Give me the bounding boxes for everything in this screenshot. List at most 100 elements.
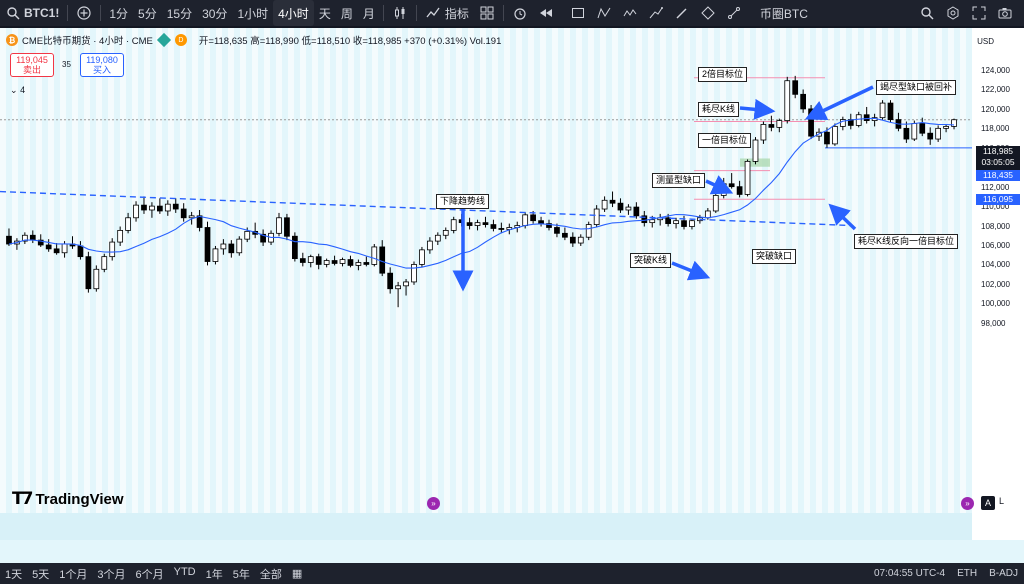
- alert-button[interactable]: [507, 0, 533, 26]
- compare-market-button[interactable]: 币圈BTC: [755, 0, 813, 26]
- session-stripe: [552, 28, 558, 513]
- candle-body: [546, 223, 552, 228]
- chart-pane[interactable]: ₿ CME比特币期货 · 4小时 · CME D 开=118,635 高=118…: [0, 28, 1024, 584]
- price-tick: 98,000: [981, 318, 1006, 328]
- wave-tool[interactable]: [617, 0, 643, 26]
- settings-button[interactable]: [940, 0, 966, 26]
- session-stripe: [492, 28, 498, 513]
- candle: [117, 226, 124, 246]
- sell-button[interactable]: 119,045 卖出: [10, 53, 54, 77]
- scroll-to-realtime-icon[interactable]: »: [961, 497, 974, 510]
- candle: [935, 125, 942, 142]
- tradingview-logo[interactable]: 𝗧𝟳 TradingView: [12, 489, 124, 509]
- ruler-icon: [726, 5, 742, 21]
- session-stripe: [840, 28, 846, 513]
- magnifier-icon: [919, 5, 935, 21]
- bottom-right-status: 07:04:55 UTC-4 ETH B-ADJ: [874, 563, 1018, 584]
- currency-label[interactable]: USD: [977, 37, 994, 46]
- goto-date-button[interactable]: ▦: [287, 567, 307, 580]
- ruler-tool[interactable]: [721, 0, 747, 26]
- session-stripe: [144, 28, 150, 513]
- rectangle-tool[interactable]: [565, 0, 591, 26]
- indicators-toggle[interactable]: ⌄ 4: [10, 85, 25, 96]
- auto-scale-button[interactable]: A: [981, 496, 995, 510]
- price-chart[interactable]: [0, 28, 1024, 563]
- candle: [625, 204, 632, 215]
- forecast-tool[interactable]: [643, 0, 669, 26]
- annotation-arrows: [452, 85, 874, 292]
- compare-symbol-button[interactable]: [71, 0, 97, 26]
- annotation-breakout-candle[interactable]: 突破K线: [630, 253, 672, 268]
- legend-title[interactable]: CME比特币期货 · 4小时 · CME: [22, 36, 153, 47]
- session-stripe: [708, 28, 714, 513]
- candle: [307, 254, 314, 268]
- range-button[interactable]: 5天: [32, 568, 50, 581]
- interval-tab[interactable]: 5分: [138, 6, 157, 21]
- session-stripe: [168, 28, 174, 513]
- interval-tab[interactable]: 月: [362, 6, 375, 21]
- pattern-tool[interactable]: [591, 0, 617, 26]
- indicators-button[interactable]: 指标: [420, 0, 474, 26]
- annotation-exhaustion-reverse-target[interactable]: 耗尽K线反向一倍目标位: [854, 234, 959, 249]
- range-button[interactable]: 6个月: [135, 568, 164, 581]
- templates-button[interactable]: [474, 0, 500, 26]
- interval-tab[interactable]: 15分: [166, 6, 193, 21]
- session-stripe: [132, 28, 138, 513]
- brush-tool[interactable]: [669, 0, 695, 26]
- annotation-exhaustion-candle[interactable]: 耗尽K线: [698, 102, 740, 117]
- annotation-double-target[interactable]: 2倍目标位: [698, 67, 748, 82]
- session-toggle[interactable]: ETH: [957, 568, 978, 579]
- chart-type-button[interactable]: [387, 0, 413, 26]
- fullscreen-button[interactable]: [966, 0, 992, 26]
- interval-tab[interactable]: 30分: [202, 6, 228, 21]
- candle: [744, 159, 751, 197]
- price-tick: 106,000: [981, 240, 1010, 250]
- symbol-search-button[interactable]: BTC1!: [0, 0, 64, 26]
- buy-button[interactable]: 119,080 买入: [80, 53, 124, 77]
- candle-body: [522, 214, 529, 226]
- interval-tab[interactable]: 1分: [109, 6, 129, 21]
- candle: [593, 205, 600, 228]
- buy-label: 买入: [92, 65, 111, 75]
- price-tick: 104,000: [981, 260, 1010, 270]
- range-button[interactable]: YTD: [173, 565, 196, 578]
- range-button[interactable]: 1年: [205, 568, 223, 581]
- annotation-breakaway-gap[interactable]: 突破缺口: [752, 249, 797, 264]
- replay-button[interactable]: [533, 0, 559, 26]
- range-button[interactable]: 全部: [259, 568, 282, 581]
- annotation-downtrend-line[interactable]: 下降趋势线: [436, 194, 490, 209]
- range-button[interactable]: 3个月: [97, 568, 126, 581]
- range-button[interactable]: 5年: [232, 568, 250, 581]
- clock-time[interactable]: 07:04:55 UTC-4: [873, 568, 946, 579]
- spread-value: 35: [62, 60, 71, 69]
- candle: [355, 259, 362, 271]
- candle: [53, 243, 60, 255]
- interval-tab[interactable]: 4小时: [273, 0, 314, 26]
- candle-body: [411, 264, 417, 283]
- snapshot-button[interactable]: [992, 0, 1018, 26]
- price-tick: 102,000: [981, 279, 1010, 289]
- interval-tab[interactable]: 周: [340, 6, 353, 21]
- adjustment-toggle[interactable]: B-ADJ: [989, 568, 1018, 579]
- log-scale-button[interactable]: L: [999, 496, 1005, 506]
- candle: [212, 245, 219, 265]
- interval-tab[interactable]: 天: [318, 6, 331, 21]
- zoom-button[interactable]: [914, 0, 940, 26]
- range-button[interactable]: 1个月: [59, 568, 88, 581]
- range-button[interactable]: 1天: [5, 568, 23, 581]
- candle: [29, 230, 36, 244]
- annotation-single-target[interactable]: 一倍目标位: [698, 133, 752, 148]
- session-stripe: [180, 28, 186, 513]
- candle: [204, 221, 211, 266]
- annotation-measuring-gap[interactable]: 测量型缺口: [652, 173, 706, 188]
- candle-body: [260, 233, 266, 243]
- candle-body: [625, 206, 632, 211]
- rotated-rect-tool[interactable]: [695, 0, 721, 26]
- interval-tab[interactable]: 1小时: [237, 6, 269, 21]
- candle: [951, 118, 957, 130]
- interval-tabs: 1分 5分 15分 30分 1小时 4小时天周月: [104, 0, 380, 26]
- jump-to-bar-icon[interactable]: »: [427, 497, 440, 510]
- annotation-exhaustion-gap-filled[interactable]: 竭尽型缺口被回补: [876, 80, 957, 95]
- date-range-buttons: 1天 5天 1个月 3个月 6个月 YTD 1年 5年 全部: [0, 566, 287, 582]
